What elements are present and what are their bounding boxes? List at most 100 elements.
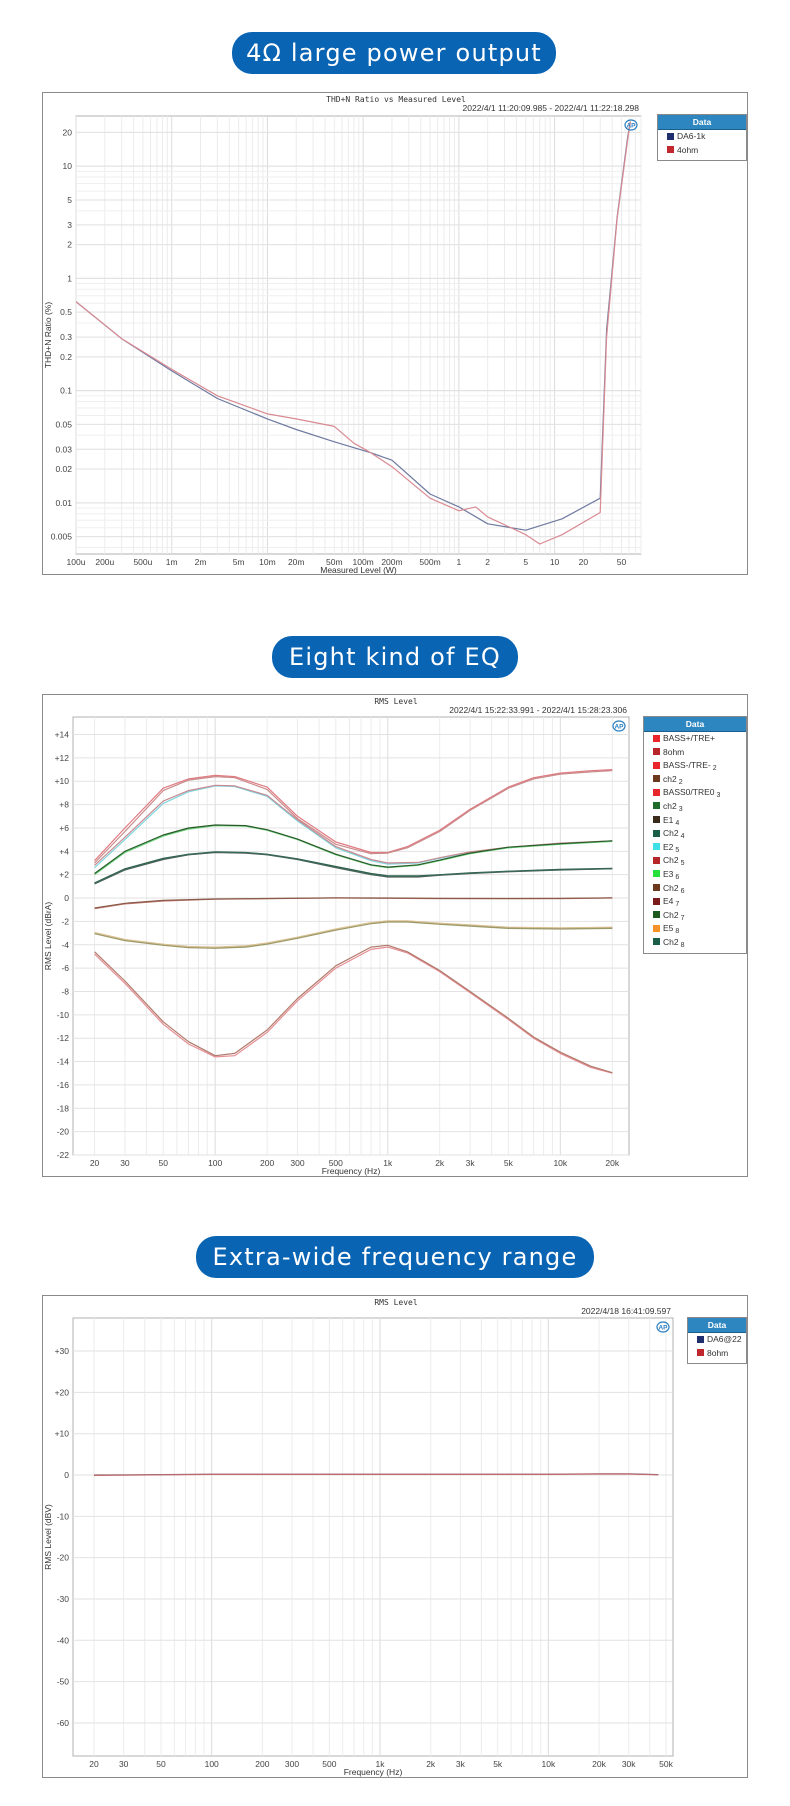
y-tick-label: 0.03 <box>55 444 72 454</box>
y-tick-label: 0.5 <box>60 307 72 317</box>
chart-frequency-response: RMS Level 2022/4/18 16:41:09.597 +30 +20 +10… <box>42 1295 748 1778</box>
x-tick-label: 2 <box>485 557 490 567</box>
x-tick-label: 200u <box>95 557 114 567</box>
legend-title: Data <box>658 115 746 130</box>
x-tick-label: 10m <box>259 557 276 567</box>
x-tick-label: 20m <box>288 557 305 567</box>
x-tick-label: 1k <box>376 1759 386 1769</box>
x-tick-label: 500 <box>322 1759 336 1769</box>
legend-swatch <box>653 816 660 824</box>
legend-item[interactable]: BASS0/TRE0 3 <box>644 786 746 800</box>
svg-text:AP: AP <box>614 724 624 731</box>
legend-subscript: 2 <box>712 765 717 773</box>
legend-title: Data <box>644 717 746 732</box>
x-tick-label: 20 <box>90 1158 100 1168</box>
y-tick-label: +6 <box>59 823 69 833</box>
x-tick-label: 200 <box>255 1759 269 1769</box>
series-line <box>94 944 613 1074</box>
legend-label: E5 <box>663 923 674 934</box>
chart-thd-vs-level: THD+N Ratio vs Measured Level 2022/4/1 11… <box>42 92 748 575</box>
chart-timestamp: 2022/4/1 11:20:09.985 - 2022/4/1 11:22:1… <box>463 103 640 113</box>
legend-swatch <box>653 829 660 837</box>
legend-item[interactable]: Ch2 4 <box>644 827 746 841</box>
legend-subscript: 7 <box>675 901 680 909</box>
legend-swatch <box>667 146 674 154</box>
series-line <box>94 769 613 862</box>
legend-item[interactable]: E1 4 <box>644 814 746 828</box>
x-tick-label: 300 <box>290 1158 304 1168</box>
y-tick-label: 0.3 <box>60 332 72 342</box>
y-tick-label: -8 <box>61 986 69 996</box>
x-tick-label: 20 <box>579 557 589 567</box>
legend-item[interactable]: ch2 2 <box>644 773 746 787</box>
x-tick-label: 3k <box>466 1158 476 1168</box>
ap-logo-icon: AP <box>624 119 638 131</box>
legend-swatch <box>653 924 660 932</box>
legend-swatch <box>653 884 660 892</box>
y-tick-label: +14 <box>55 730 70 740</box>
y-tick-label: 0.005 <box>51 532 73 542</box>
legend-item[interactable]: E2 5 <box>644 841 746 855</box>
x-tick-label: 100u <box>67 557 86 567</box>
x-tick-label: 20 <box>89 1759 99 1769</box>
y-tick-label: -60 <box>57 1718 70 1728</box>
chart-title: RMS Level <box>374 1298 418 1307</box>
x-axis-label: Frequency (Hz) <box>322 1166 381 1176</box>
legend-item[interactable]: 8ohm <box>688 1347 746 1361</box>
x-tick-label: 2m <box>195 557 207 567</box>
x-tick-label: 30 <box>119 1759 129 1769</box>
y-tick-label: 5 <box>67 195 72 205</box>
y-tick-label: -10 <box>57 1511 70 1521</box>
legend-label: ch2 <box>663 800 677 811</box>
legend-item[interactable]: ch2 3 <box>644 800 746 814</box>
legend-item[interactable]: BASS-/TRE- 2 <box>644 759 746 773</box>
y-tick-label: -6 <box>61 963 69 973</box>
legend-swatch <box>653 843 660 851</box>
y-tick-label: -22 <box>57 1150 70 1160</box>
legend-item[interactable]: BASS+/TRE+ <box>644 732 746 746</box>
legend-item[interactable]: DA6-1k <box>658 130 746 144</box>
series-line <box>94 824 613 874</box>
legend-label: BASS+/TRE+ <box>663 733 715 743</box>
y-tick-label: 0 <box>64 893 69 903</box>
legend-label: DA6-1k <box>677 131 706 141</box>
legend-item[interactable]: Ch2 5 <box>644 854 746 868</box>
legend-label: 8ohm <box>663 746 685 757</box>
y-tick-label: 0.02 <box>55 464 72 474</box>
y-tick-label: -12 <box>57 1033 70 1043</box>
y-tick-label: -50 <box>57 1677 70 1687</box>
legend-item[interactable]: E4 7 <box>644 895 746 909</box>
legend-item[interactable]: Ch2 7 <box>644 909 746 923</box>
y-tick-label: -20 <box>57 1553 70 1563</box>
legend-item[interactable]: DA6@22 <box>688 1333 746 1347</box>
x-tick-label: 50k <box>659 1759 673 1769</box>
legend-subscript: 6 <box>675 873 680 881</box>
legend-item[interactable]: 4ohm <box>658 144 746 158</box>
legend-subscript: 6 <box>680 887 685 895</box>
legend-item[interactable]: 8ohm <box>644 746 746 760</box>
y-tick-label: +10 <box>55 1429 70 1439</box>
x-tick-label: 50 <box>158 1158 168 1168</box>
x-tick-label: 50m <box>326 557 343 567</box>
series-line <box>94 946 613 1074</box>
legend-item[interactable]: E5 8 <box>644 922 746 936</box>
y-tick-label: 1 <box>67 273 72 283</box>
y-tick-label: -30 <box>57 1594 70 1604</box>
legend-swatch <box>653 734 660 742</box>
legend-item[interactable]: Ch2 6 <box>644 882 746 896</box>
x-tick-label: 1m <box>166 557 178 567</box>
chart-legend: Data BASS+/TRE+ 8ohm BASS-/TRE- 2 ch2 2 BASS0/T… <box>643 716 747 954</box>
series-line <box>76 121 631 545</box>
legend-title: Data <box>688 1318 746 1333</box>
legend-label: DA6@22 <box>707 1334 742 1344</box>
legend-subscript: 4 <box>675 819 680 827</box>
legend-swatch <box>653 761 660 769</box>
legend-item[interactable]: E3 6 <box>644 868 746 882</box>
legend-label: 4ohm <box>677 144 699 155</box>
y-tick-label: 3 <box>67 220 72 230</box>
y-tick-label: -4 <box>61 940 69 950</box>
x-tick-label: 200m <box>381 557 402 567</box>
chart-eq-rms-level: RMS Level 2022/4/1 15:22:33.991 - 2022/4/… <box>42 694 748 1177</box>
legend-item[interactable]: Ch2 8 <box>644 936 746 950</box>
